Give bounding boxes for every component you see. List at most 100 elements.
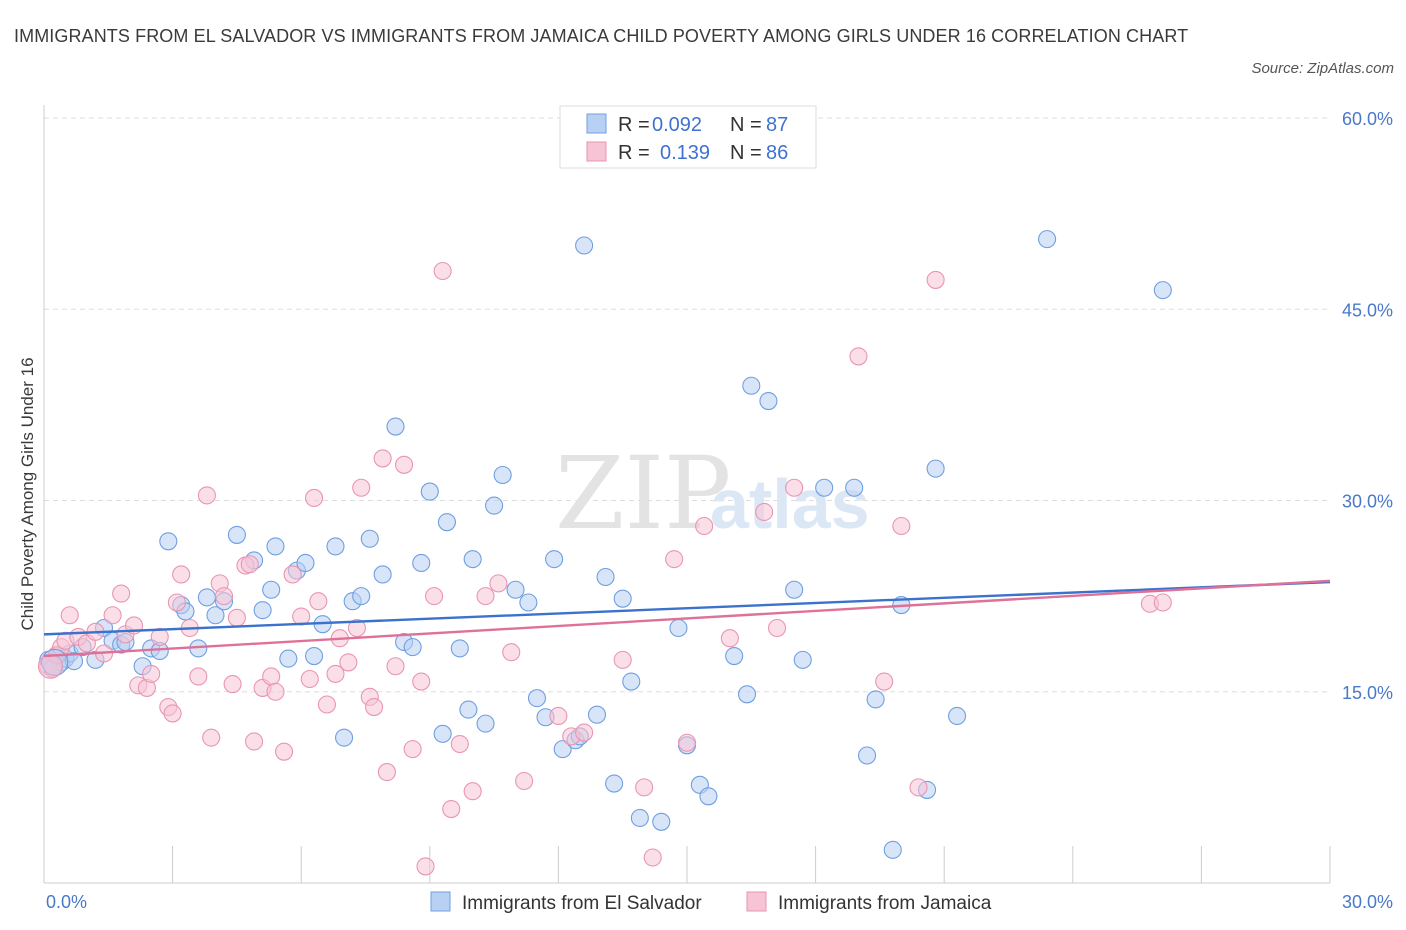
point-series-1-77 <box>767 618 787 638</box>
point-series-1-74 <box>695 516 714 536</box>
point-series-0-57 <box>553 740 572 759</box>
point-series-1-70 <box>635 778 654 797</box>
point-series-0-79 <box>845 478 864 497</box>
point-series-0-16 <box>159 532 178 551</box>
point-series-1-29 <box>227 608 246 627</box>
x-tick-label-0: 0.0% <box>46 892 87 912</box>
point-series-1-23 <box>189 667 208 686</box>
point-series-1-82 <box>909 778 928 797</box>
point-series-0-45 <box>437 513 456 532</box>
point-series-0-38 <box>373 565 392 584</box>
bottom-legend-swatch-jamaica <box>746 891 767 912</box>
y-tick-label-3: 60.0% <box>1342 109 1393 129</box>
point-series-0-28 <box>279 649 298 668</box>
point-series-1-51 <box>377 763 396 782</box>
point-series-0-65 <box>622 672 641 691</box>
point-series-0-85 <box>926 459 945 478</box>
point-series-1-76 <box>755 502 774 522</box>
point-series-1-49 <box>365 697 384 717</box>
point-series-1-55 <box>412 672 431 691</box>
x-tick-label-1: 30.0% <box>1342 892 1393 912</box>
point-series-1-27 <box>214 587 234 606</box>
point-series-1-40 <box>305 488 324 508</box>
grid <box>44 117 1330 693</box>
point-series-0-49 <box>476 714 495 733</box>
point-series-1-78 <box>785 478 804 497</box>
point-series-0-36 <box>352 587 371 606</box>
point-series-1-50 <box>373 449 392 468</box>
point-series-1-38 <box>292 607 311 626</box>
point-series-0-51 <box>493 465 512 485</box>
point-series-1-41 <box>309 592 328 611</box>
point-series-0-64 <box>613 589 632 608</box>
point-series-0-74 <box>742 376 761 395</box>
point-series-0-26 <box>262 580 281 599</box>
bottom-legend-label-jamaica: Immigrants from Jamaica <box>778 893 992 914</box>
point-series-0-41 <box>403 638 422 657</box>
bottom-legend: Immigrants from El Salvador Immigrants f… <box>430 891 992 914</box>
point-series-1-24 <box>197 486 216 505</box>
legend-n-label-1: N = <box>730 114 762 136</box>
point-cluster-jamaica <box>37 653 63 679</box>
point-series-0-88 <box>1153 281 1172 300</box>
point-series-1-45 <box>339 653 358 672</box>
point-series-1-62 <box>476 587 495 606</box>
point-series-0-53 <box>519 593 538 612</box>
point-series-0-43 <box>420 482 439 501</box>
point-series-0-54 <box>527 689 547 708</box>
point-series-1-16 <box>142 664 161 683</box>
point-series-1-17 <box>150 627 169 646</box>
watermark-atlas: atlas <box>710 465 870 543</box>
point-series-0-78 <box>815 478 834 497</box>
y-tick-labels: 15.0% 30.0% 45.0% 60.0% <box>1342 109 1393 703</box>
point-series-0-46 <box>450 639 469 658</box>
bottom-legend-swatch-el-salvador <box>430 891 451 912</box>
point-series-0-63 <box>605 774 624 793</box>
point-series-0-42 <box>412 553 431 573</box>
axes <box>43 105 1331 884</box>
legend-r-value-1: 0.092 <box>652 114 702 136</box>
point-series-1-61 <box>463 782 482 801</box>
point-series-1-81 <box>892 516 911 536</box>
point-series-1-64 <box>502 643 521 662</box>
point-series-0-80 <box>857 746 877 765</box>
point-series-1-34 <box>262 667 281 686</box>
point-series-1-68 <box>575 723 594 742</box>
bottom-legend-label-el-salvador: Immigrants from El Salvador <box>462 893 702 914</box>
point-series-0-50 <box>485 496 504 515</box>
point-series-0-77 <box>793 650 812 669</box>
trend-line-series-1 <box>43 579 1331 658</box>
point-series-1-5 <box>60 606 79 625</box>
x-tick-labels: 0.0% 30.0% <box>46 892 1393 912</box>
point-series-0-61 <box>587 705 607 724</box>
point-series-1-39 <box>300 669 319 689</box>
point-series-1-56 <box>416 857 435 876</box>
point-series-1-73 <box>677 733 697 752</box>
point-series-0-44 <box>433 724 452 743</box>
point-series-1-37 <box>283 565 302 584</box>
legend-n-value-2: 86 <box>766 142 788 164</box>
legend-r-value-2: 0.139 <box>660 142 710 164</box>
point-series-1-83 <box>926 270 945 289</box>
point-series-0-71 <box>699 787 718 806</box>
point-series-1-69 <box>613 650 632 669</box>
point-series-1-85 <box>1153 593 1172 612</box>
point-series-1-46 <box>347 618 366 638</box>
point-series-0-56 <box>545 550 564 569</box>
point-series-1-66 <box>549 706 568 726</box>
point-series-1-10 <box>103 606 122 625</box>
trend-line-series-0 <box>43 580 1331 636</box>
point-series-0-87 <box>1038 230 1057 249</box>
point-series-1-43 <box>326 664 345 683</box>
point-series-1-72 <box>665 550 684 569</box>
trend-lines <box>43 579 1331 658</box>
chart-title: IMMIGRANTS FROM EL SALVADOR VS IMMIGRANT… <box>14 26 1189 46</box>
point-series-0-86 <box>948 706 967 726</box>
point-series-0-66 <box>630 808 649 828</box>
point-series-1-52 <box>386 657 405 676</box>
point-series-1-79 <box>849 347 868 366</box>
point-series-1-59 <box>442 799 461 819</box>
point-series-0-20 <box>197 588 216 607</box>
point-series-0-39 <box>386 417 405 436</box>
